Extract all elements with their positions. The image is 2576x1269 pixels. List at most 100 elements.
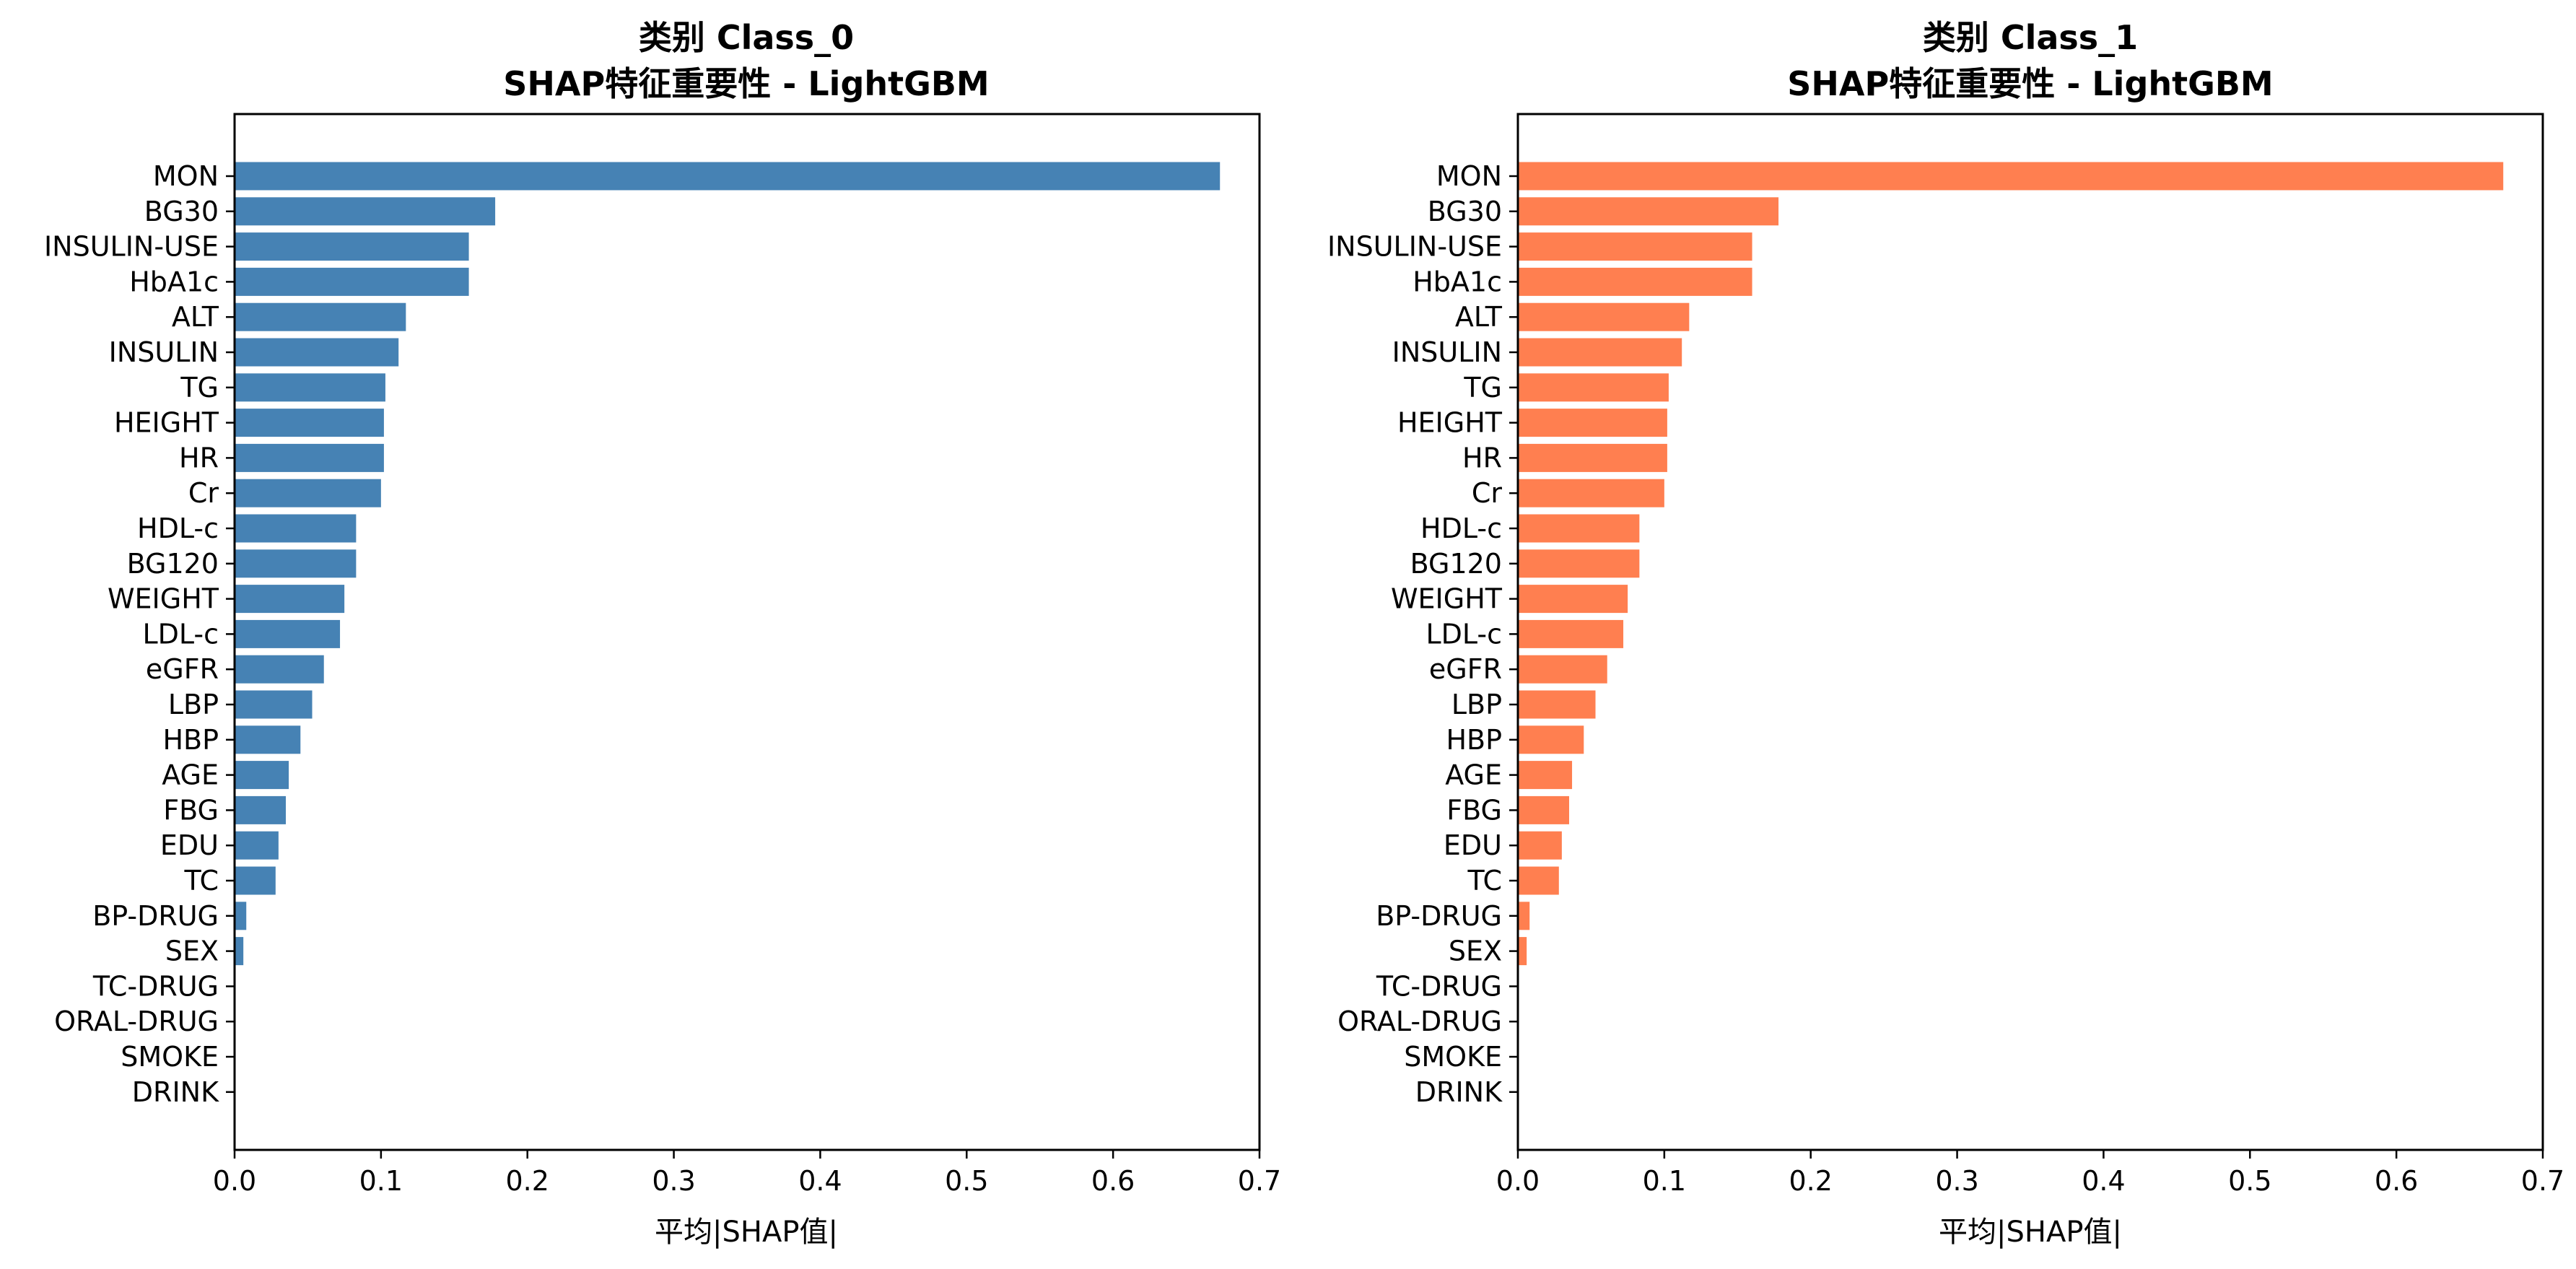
bar-age	[235, 761, 289, 790]
y-tick-label: Cr	[188, 477, 219, 509]
bar-edu	[235, 831, 279, 860]
x-tick-label: 0.2	[505, 1165, 549, 1197]
y-tick-label: ORAL-DRUG	[1337, 1006, 1502, 1037]
y-tick-label: SMOKE	[1404, 1041, 1502, 1073]
x-tick-label: 0.0	[1496, 1165, 1540, 1197]
x-tick-label: 0.7	[1238, 1165, 1281, 1197]
y-tick-label: WEIGHT	[108, 583, 219, 615]
y-tick-label: MON	[1436, 160, 1502, 192]
y-tick-label: eGFR	[1429, 653, 1502, 685]
y-tick-label: LDL-c	[142, 618, 219, 650]
bar-sex	[1518, 937, 1527, 966]
x-tick-label: 0.2	[1789, 1165, 1832, 1197]
y-tick-label: HbA1c	[129, 266, 219, 297]
x-tick-label: 0.4	[798, 1165, 842, 1197]
x-tick-label: 0.5	[2228, 1165, 2271, 1197]
bar-mon	[1518, 162, 2504, 191]
chart-title-line2: SHAP特征重要性 - LightGBM	[503, 64, 989, 103]
x-axis-ticks: 0.0 0.1 0.2 0.3 0.4 0.5 0.6 0.7	[213, 1150, 1281, 1197]
bar-ldl-c	[1518, 619, 1624, 648]
bar-ldl-c	[235, 619, 341, 648]
x-axis-ticks: 0.0 0.1 0.2 0.3 0.4 0.5 0.6 0.7	[1496, 1150, 2564, 1197]
y-tick-label: INSULIN-USE	[44, 231, 219, 263]
bar-tg	[235, 373, 385, 402]
y-tick-label: WEIGHT	[1391, 583, 1503, 615]
y-tick-label: HEIGHT	[1397, 407, 1503, 439]
y-tick-label: MON	[153, 160, 219, 192]
y-tick-label: eGFR	[146, 653, 219, 685]
bar-bg120	[1518, 549, 1640, 578]
y-tick-label: EDU	[160, 829, 219, 861]
y-tick-label: TC	[183, 865, 219, 897]
bar-hba1c	[1518, 267, 1752, 296]
y-tick-label: AGE	[1445, 759, 1502, 791]
bar-tc	[1518, 866, 1559, 895]
bar-bg30	[235, 197, 496, 226]
bar-insulin	[235, 338, 399, 367]
y-tick-label: HR	[179, 442, 219, 474]
bar-fbg	[1518, 795, 1569, 824]
y-tick-label: EDU	[1444, 829, 1502, 861]
y-tick-label: TC-DRUG	[1376, 970, 1502, 1002]
bar-bg120	[235, 549, 357, 578]
y-tick-label: SEX	[165, 936, 219, 967]
chart-title-line1: 类别 Class_0	[639, 18, 854, 57]
bar-edu	[1518, 831, 1562, 860]
y-tick-label: TC	[1467, 865, 1502, 897]
y-tick-label: BG120	[1410, 548, 1502, 580]
y-tick-label: BP-DRUG	[92, 900, 219, 932]
x-axis-label: 平均|SHAP值|	[655, 1216, 838, 1249]
y-tick-label: HR	[1462, 442, 1502, 474]
y-tick-label: HbA1c	[1413, 266, 1502, 297]
x-tick-label: 0.7	[2521, 1165, 2564, 1197]
bar-hbp	[1518, 725, 1584, 754]
y-tick-label: FBG	[163, 794, 219, 826]
y-tick-label: ALT	[172, 301, 219, 333]
plot-frame	[233, 113, 1261, 1151]
y-tick-label: DRINK	[132, 1076, 219, 1108]
y-tick-label: DRINK	[1415, 1076, 1503, 1108]
x-axis-label: 平均|SHAP值|	[1939, 1216, 2122, 1249]
bar-egfr	[1518, 655, 1607, 684]
y-tick-label: SEX	[1449, 936, 1502, 967]
bar-insulin-use	[1518, 232, 1752, 261]
y-tick-label: INSULIN	[1392, 336, 1502, 368]
bar-bp-drug	[1518, 902, 1530, 930]
y-tick-label: TC-DRUG	[92, 970, 219, 1002]
bar-insulin	[1518, 338, 1682, 367]
bar-hr	[235, 443, 384, 472]
bar-height	[1518, 409, 1667, 437]
bar-weight	[1518, 585, 1628, 614]
y-tick-label: TG	[180, 372, 219, 404]
y-tick-label: BG30	[144, 196, 219, 227]
chart-title-line2: SHAP特征重要性 - LightGBM	[1787, 64, 2273, 103]
chart-title-line1: 类别 Class_1	[1923, 18, 2138, 57]
bar-hdl-c	[235, 514, 357, 543]
x-tick-label: 0.1	[359, 1165, 403, 1197]
bar-fbg	[235, 795, 286, 824]
y-tick-label: HEIGHT	[114, 407, 219, 439]
bar-lbp	[1518, 690, 1596, 719]
y-tick-label: INSULIN-USE	[1327, 231, 1502, 263]
chart-panel-class-0: 类别 Class_0 SHAP特征重要性 - LightGBM MON BG30 I…	[44, 18, 1281, 1249]
bar-egfr	[235, 655, 324, 684]
y-tick-label: BG120	[127, 548, 219, 580]
y-tick-label: ORAL-DRUG	[54, 1006, 219, 1037]
y-tick-label: HDL-c	[1420, 513, 1502, 544]
chart-panel-class-1: 类别 Class_1 SHAP特征重要性 - LightGBM MON BG30 I…	[1327, 18, 2564, 1249]
y-tick-label: LBP	[1451, 689, 1502, 720]
x-tick-label: 0.1	[1643, 1165, 1686, 1197]
y-tick-label: SMOKE	[121, 1041, 219, 1073]
bar-bg30	[1518, 197, 1779, 226]
y-tick-label: HBP	[1446, 724, 1502, 756]
y-tick-label: HBP	[162, 724, 219, 756]
x-tick-label: 0.3	[652, 1165, 695, 1197]
y-tick-label: LBP	[168, 689, 219, 720]
y-tick-label: BG30	[1428, 196, 1502, 227]
bar-alt	[1518, 302, 1690, 331]
bar-cr	[1518, 479, 1664, 507]
plot-frame	[1516, 113, 2544, 1151]
